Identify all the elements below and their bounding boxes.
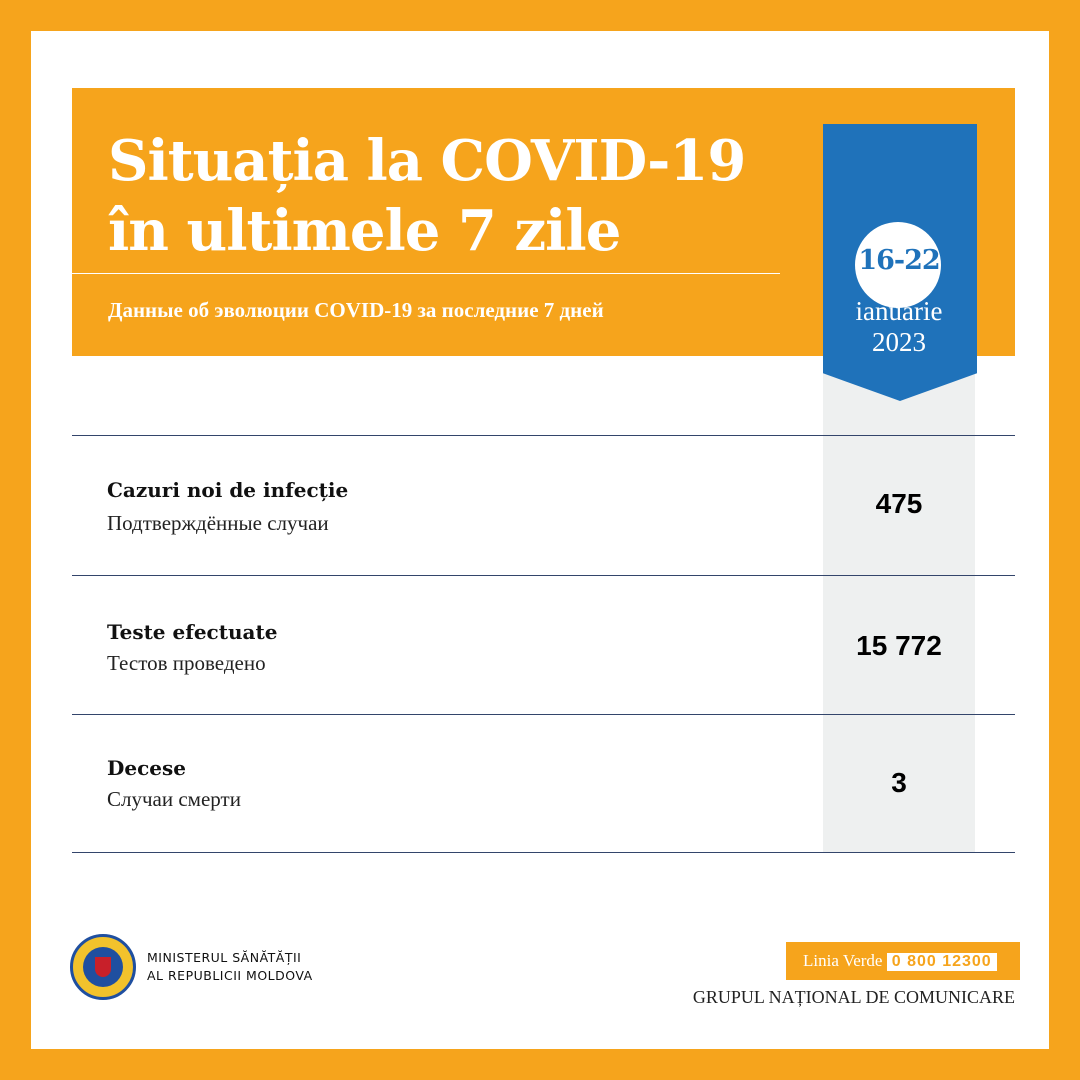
subtitle: Данные об эволюции COVID-19 за последние… [108, 298, 604, 322]
row-label: Decese [107, 756, 186, 780]
header-divider [72, 273, 780, 274]
divider [72, 714, 1015, 715]
row-sub: Случаи смерти [107, 787, 241, 811]
page-title: Situația la COVID-19 în ultimele 7 zile [108, 126, 746, 266]
divider [72, 852, 1015, 853]
ministry-line-2: AL REPUBLICII MOLDOVA [147, 968, 313, 983]
hotline-label: Linia Verde [803, 951, 883, 970]
row-value: 475 [875, 488, 923, 519]
row-value: 3 [891, 767, 907, 798]
row-value: 15 772 [856, 630, 942, 661]
divider [72, 575, 1015, 576]
row-label: Teste efectuate [107, 620, 278, 644]
ministry-line-1: MINISTERUL SĂNĂTĂȚII [147, 950, 302, 965]
title-line-1: Situația la COVID-19 [108, 128, 746, 194]
values-column [823, 356, 975, 853]
date-circle [855, 222, 941, 308]
row-sub: Подтверждённые случаи [107, 511, 329, 535]
row-sub: Тестов проведено [107, 651, 266, 675]
date-range: 16-22 [858, 245, 940, 276]
ministry-name: MINISTERUL SĂNĂTĂȚII AL REPUBLICII MOLDOV… [147, 949, 313, 985]
divider [72, 435, 1015, 436]
hotline-box: Linia Verde 0 800 12300 [786, 942, 1020, 980]
moldova-emblem-icon [70, 934, 136, 1000]
group-name: GRUPUL NAȚIONAL DE COMUNICARE [692, 987, 1015, 1007]
month: ianuarie [855, 296, 943, 326]
title-line-2: în ultimele 7 zile [108, 198, 621, 264]
row-label: Cazuri noi de infecție [107, 478, 349, 502]
date-month-year: ianuarie 2023 [823, 296, 975, 358]
hotline-number: 0 800 12300 [886, 953, 997, 971]
year: 2023 [872, 327, 926, 357]
